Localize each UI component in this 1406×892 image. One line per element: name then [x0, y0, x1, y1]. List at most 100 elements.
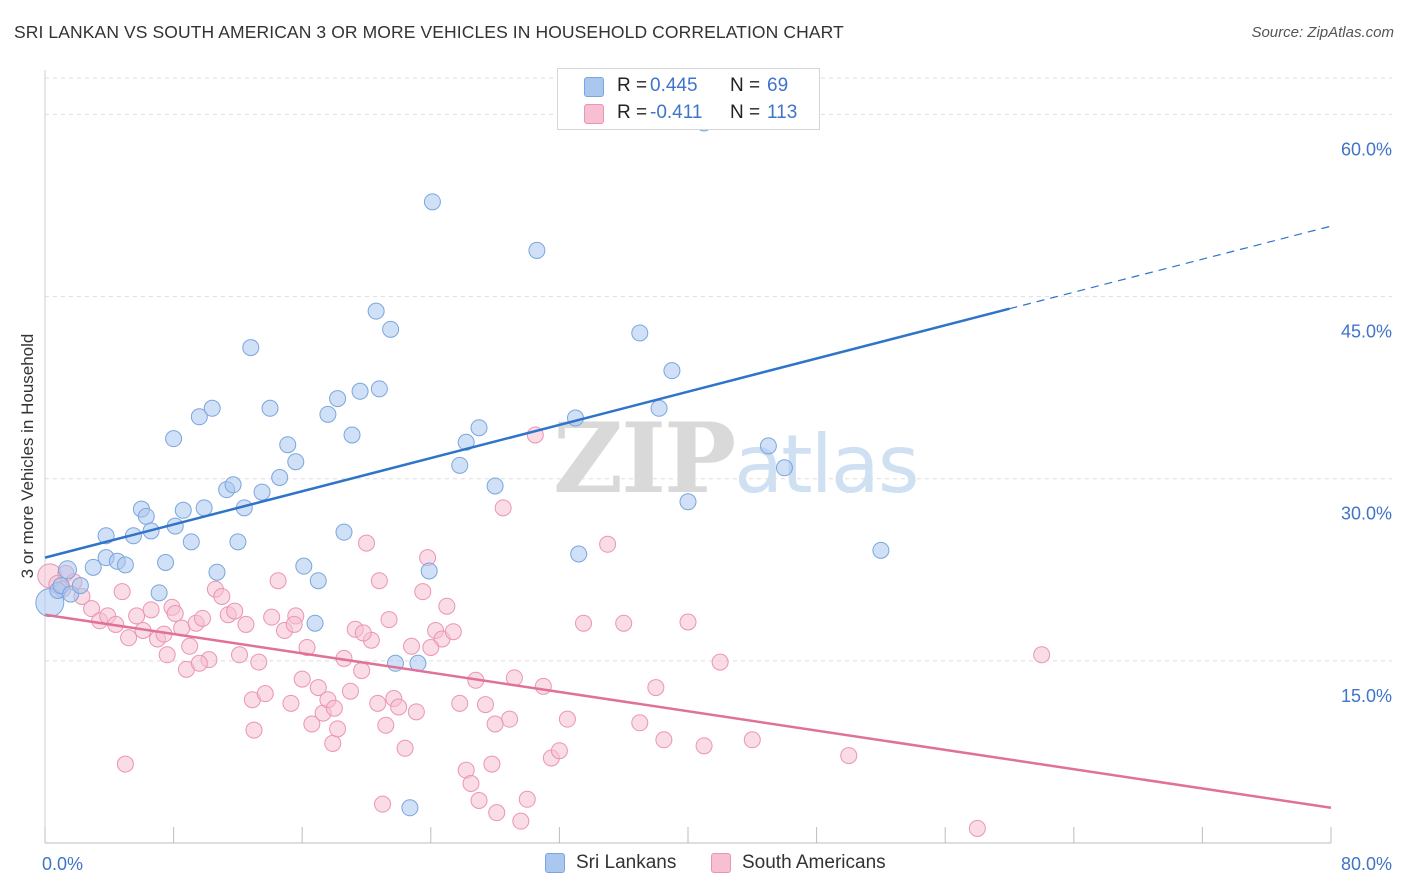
- south-americans-point: [325, 699, 343, 717]
- sri-lankans-point: [309, 572, 327, 590]
- south-americans-point: [476, 696, 494, 714]
- south-americans-point: [390, 698, 408, 716]
- sri-lankans-point: [528, 241, 546, 259]
- sri-lankans-point: [650, 399, 668, 417]
- sri-lankans-point: [287, 453, 305, 471]
- south-americans-point: [1033, 646, 1051, 664]
- sri-lankans-point: [295, 557, 313, 575]
- legend-label-south-americans: South Americans: [742, 852, 886, 873]
- sri-lankans-point: [306, 614, 324, 632]
- south-americans-point: [116, 755, 134, 773]
- legend-n-label: N =: [730, 102, 761, 123]
- correlation-legend: R = 0.445 N = 69 R = -0.411 N = 113: [557, 68, 820, 130]
- south-americans-point: [711, 653, 729, 671]
- south-americans-point: [341, 682, 359, 700]
- sri-lankans-trend-extension: [1009, 225, 1332, 310]
- sri-lankans-point: [679, 493, 697, 511]
- sri-lankans-point: [759, 437, 777, 455]
- sri-lankans-point: [165, 430, 183, 448]
- legend-n-label: N =: [730, 75, 761, 96]
- south-americans-point: [158, 646, 176, 664]
- sri-lankans-point: [451, 456, 469, 474]
- sri-lankans-point: [208, 563, 226, 581]
- gridlines: [45, 77, 1392, 662]
- legend-label-sri-lankans: Sri Lankans: [576, 852, 677, 873]
- watermark: ZIPatlas: [553, 402, 920, 515]
- axes: [44, 70, 1332, 844]
- watermark-atlas: atlas: [734, 418, 919, 511]
- south-americans-point: [128, 607, 146, 625]
- sri-lankans-point: [470, 419, 488, 437]
- south-americans-point: [494, 499, 512, 517]
- sri-lankans-point: [271, 469, 289, 486]
- south-americans-point: [615, 614, 633, 632]
- south-americans-point: [483, 755, 501, 773]
- sri-lankans-point: [157, 554, 175, 571]
- south-americans-point: [512, 812, 530, 830]
- sri-lankans-point: [279, 436, 297, 454]
- sri-lankans-point: [203, 399, 221, 417]
- sri-lankans-point: [343, 426, 361, 444]
- south-americans-point: [358, 534, 375, 552]
- south-americans-point: [396, 739, 414, 757]
- sri-lankans-point: [84, 558, 102, 576]
- south-americans-point: [263, 608, 281, 626]
- sri-lankans-point: [150, 584, 168, 602]
- south-americans-point: [534, 677, 552, 695]
- sri-lankans-point: [261, 399, 279, 417]
- sri-lankans-point: [570, 545, 588, 563]
- south-americans-point: [422, 639, 440, 656]
- south-americans-point: [83, 600, 101, 618]
- south-americans-point: [550, 742, 568, 760]
- sri-lankans-point: [872, 541, 890, 559]
- y-axis-title: 3 or more Vehicles in Household: [18, 333, 37, 579]
- south-americans-point: [377, 716, 395, 734]
- sri-lankans-point: [420, 562, 438, 580]
- south-americans-point: [414, 583, 432, 601]
- south-americans-point: [353, 662, 371, 680]
- south-americans-point: [285, 615, 303, 633]
- sri-lankans-point: [382, 320, 400, 338]
- south-americans-point: [470, 792, 488, 809]
- south-americans-point: [269, 572, 287, 590]
- x-tick-label-max: 80.0%: [1341, 854, 1392, 874]
- y-tick-label: 45.0%: [1341, 322, 1392, 342]
- sri-lankans-point: [775, 459, 793, 477]
- legend-r-label: R =: [617, 102, 648, 123]
- south-americans-point: [329, 720, 347, 738]
- legend-swatch-pink: [711, 853, 731, 873]
- south-americans-point: [518, 790, 536, 808]
- legend-swatch-pink: [584, 104, 604, 124]
- south-americans-point: [655, 731, 673, 749]
- south-americans-point: [575, 614, 593, 632]
- y-tick-label: 15.0%: [1341, 686, 1392, 706]
- south-americans-point: [293, 670, 311, 688]
- south-americans-point: [374, 795, 392, 813]
- south-americans-point: [231, 646, 249, 664]
- south-americans-point: [282, 694, 300, 712]
- south-americans-point: [968, 819, 986, 837]
- sri-lankans-point: [486, 477, 504, 495]
- south-americans-point: [679, 613, 697, 631]
- sri-lankans-point: [253, 483, 271, 501]
- south-americans-point: [194, 609, 212, 627]
- south-americans-point: [695, 737, 713, 755]
- sri-lankans-point: [137, 507, 155, 525]
- sri-lankans-point: [174, 501, 192, 519]
- south-americans-point: [403, 637, 421, 655]
- south-americans-point: [451, 694, 469, 712]
- sri-lankans-point: [367, 302, 385, 320]
- sri-lankans-point: [182, 533, 200, 551]
- south-americans-point: [370, 572, 388, 590]
- south-americans-point: [256, 685, 274, 703]
- sri-lankans-point: [58, 560, 78, 580]
- south-americans-point: [250, 653, 268, 671]
- south-americans-points: [37, 426, 1051, 837]
- y-tick-label: 30.0%: [1341, 504, 1392, 524]
- sri-lankans-point: [190, 408, 208, 426]
- sri-lankans-point: [335, 523, 353, 541]
- south-americans-point: [324, 734, 342, 752]
- legend-n-value: 69: [767, 75, 789, 96]
- south-americans-point: [142, 601, 160, 619]
